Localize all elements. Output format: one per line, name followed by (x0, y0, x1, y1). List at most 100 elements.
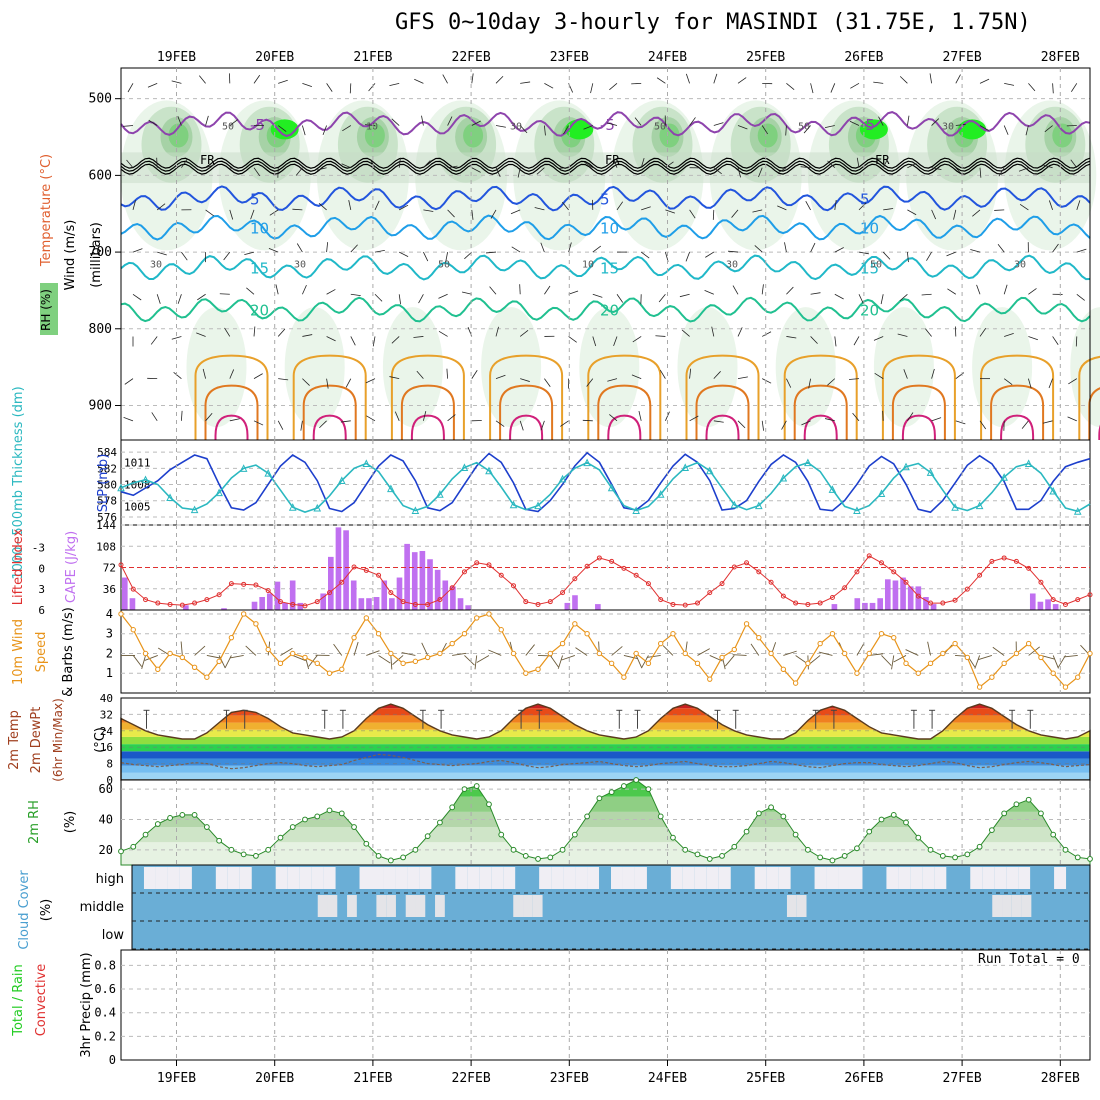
wind-speed-marker (989, 674, 995, 680)
thickness-marker (1049, 486, 1058, 495)
wind-barb (583, 125, 593, 130)
wind-barb-10m (783, 650, 797, 656)
wind-barb (495, 75, 504, 84)
rh-marker (363, 840, 370, 847)
rh-marker (547, 854, 554, 861)
cloud-row-label: middle (80, 900, 124, 915)
cloud-middle-clear (796, 895, 807, 917)
wind-barb (907, 115, 910, 126)
wind-barb (132, 248, 143, 253)
lifted-index-marker (915, 593, 921, 599)
cloud-high-clear (622, 867, 635, 889)
wind-barb (955, 420, 966, 425)
wind-barb (205, 115, 209, 126)
wind-speed-marker (424, 654, 431, 661)
wind-barb (609, 83, 618, 91)
rh-marker (792, 831, 799, 838)
thickness-tick-label: 576 (97, 511, 117, 524)
wind-barb (123, 125, 134, 127)
wind-barb (495, 374, 506, 380)
wind-barb (641, 206, 651, 211)
wind-barb-10m (206, 655, 221, 659)
ylabel-wind-speed: Speed (34, 632, 49, 673)
lifted-index-marker (486, 562, 492, 568)
date-label-top: 24FEB (648, 50, 687, 65)
lifted-index-marker (118, 562, 124, 568)
lifted-index-marker (241, 581, 247, 587)
wind-barb (976, 284, 981, 295)
lifted-index-marker (511, 583, 517, 589)
thickness-marker (1024, 459, 1033, 467)
thickness-marker (190, 505, 199, 514)
lifted-index-marker (645, 581, 651, 587)
wind-barb (423, 411, 427, 421)
temperature-contour-loop (1078, 355, 1100, 440)
cape-bar (572, 595, 578, 610)
rh-marker (191, 812, 198, 818)
date-label-bottom: 21FEB (353, 1071, 392, 1086)
pressure-tick-label: 800 (89, 322, 112, 337)
cloud-high-clear (239, 867, 252, 889)
wind-speed-marker (854, 670, 860, 676)
wind-speed-marker (694, 660, 701, 667)
cape-bar (869, 602, 876, 610)
wind-barb (1028, 288, 1037, 295)
cloud-high-clear (179, 867, 192, 889)
rh-marker (203, 824, 210, 830)
wind-barb (489, 286, 497, 295)
wind-barb (607, 122, 618, 126)
wind-barb (926, 251, 932, 261)
rh-marker (780, 813, 787, 820)
temperature-contour-loop (587, 354, 662, 440)
wind-barb (827, 160, 836, 169)
wind-barb (679, 293, 690, 298)
wind-barb-10m (992, 646, 1005, 656)
wind-barb (1048, 378, 1053, 389)
wind-speed-marker (707, 676, 713, 682)
lifted-index-marker (277, 599, 283, 605)
cloud-high-clear (143, 867, 156, 889)
thickness-marker (362, 459, 371, 467)
wind-barb (994, 209, 1005, 211)
rh-marker (706, 856, 713, 862)
wind-barb (219, 293, 230, 295)
wind-barb-10m (353, 641, 359, 656)
wind-barb (689, 117, 696, 126)
wind-barb (151, 412, 158, 422)
wind-barb (1071, 83, 1078, 92)
cloud-high-clear (1054, 867, 1067, 889)
wind-barb (656, 77, 666, 84)
rh-area-wet (757, 123, 778, 148)
wind-barb-10m (333, 643, 343, 656)
wind-frame (120, 609, 1091, 694)
lifted-index-marker (1087, 592, 1093, 598)
cloud-high-clear (323, 867, 336, 889)
pressure-tick-label: 700 (89, 245, 112, 260)
rh-marker (866, 828, 873, 835)
dewpoint-line (120, 753, 1091, 770)
wind-speed-marker (903, 660, 909, 667)
wind-barb (123, 417, 134, 422)
wind-barb (858, 294, 864, 304)
wind-speed-marker (216, 658, 222, 665)
wind-barb (177, 294, 182, 304)
wind-barb (731, 209, 739, 218)
wind-barb (947, 288, 957, 295)
ylabel-wind-barbs: & Barbs (m/s) (61, 607, 76, 697)
cloud-high-clear (503, 867, 516, 889)
freezing-level-line (120, 157, 1091, 169)
wind-barb (278, 378, 289, 381)
wind-barb (157, 251, 167, 256)
cape-bar (564, 602, 571, 610)
wind-barb (292, 208, 303, 211)
rh-marker (559, 846, 566, 853)
wind-barb (972, 209, 981, 217)
rh-contour-label: 30 (942, 121, 954, 132)
wind-barb (302, 334, 313, 337)
temperature-contour-loop (990, 384, 1045, 440)
cloud-middle-clear (1002, 895, 1012, 917)
wind-barb (754, 245, 763, 253)
lifted-index-marker (290, 601, 296, 607)
thickness-marker (975, 501, 984, 510)
wind-barb (1028, 336, 1038, 341)
